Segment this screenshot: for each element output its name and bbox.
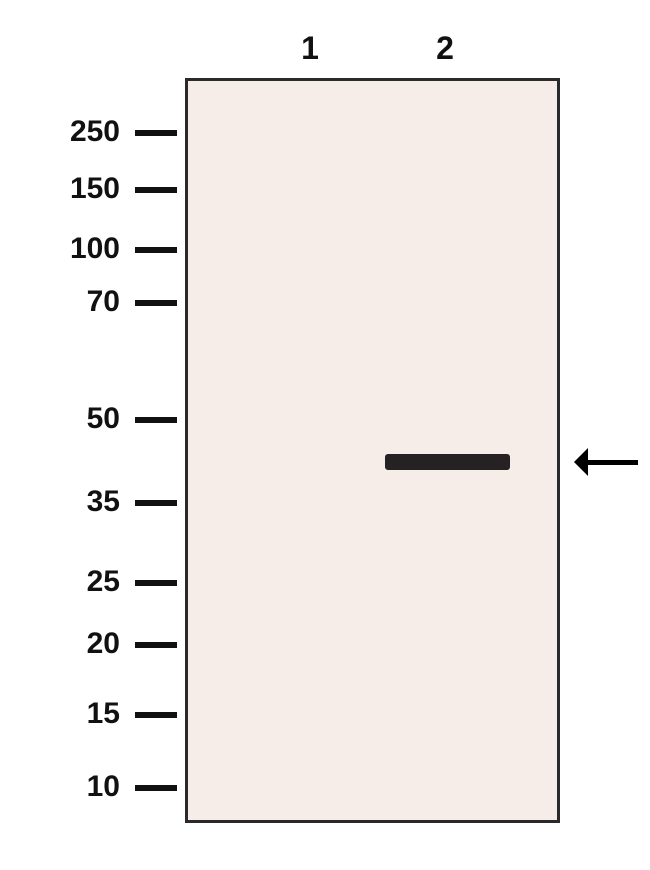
target-arrow-head-icon [574,448,588,476]
mw-tick-150 [135,187,177,193]
mw-label-35: 35 [0,485,120,519]
mw-label-20: 20 [0,627,120,661]
mw-tick-70 [135,300,177,306]
mw-label-50: 50 [0,402,120,436]
mw-tick-20 [135,642,177,648]
mw-label-70: 70 [0,285,120,319]
mw-tick-25 [135,580,177,586]
lane-label-1: 1 [290,30,330,67]
mw-tick-35 [135,500,177,506]
mw-tick-10 [135,785,177,791]
mw-label-150: 150 [0,172,120,206]
mw-label-10: 10 [0,770,120,804]
lane-label-2: 2 [425,30,465,67]
mw-tick-100 [135,247,177,253]
mw-tick-15 [135,712,177,718]
mw-label-25: 25 [0,565,120,599]
mw-label-15: 15 [0,697,120,731]
protein-band-lane-2 [385,454,510,470]
mw-tick-250 [135,130,177,136]
target-arrow-shaft [588,460,638,465]
mw-label-100: 100 [0,232,120,266]
blot-figure: 1 2 250 150 100 70 50 35 25 20 15 10 [0,0,650,870]
mw-tick-50 [135,417,177,423]
membrane [185,78,560,823]
mw-label-250: 250 [0,115,120,149]
